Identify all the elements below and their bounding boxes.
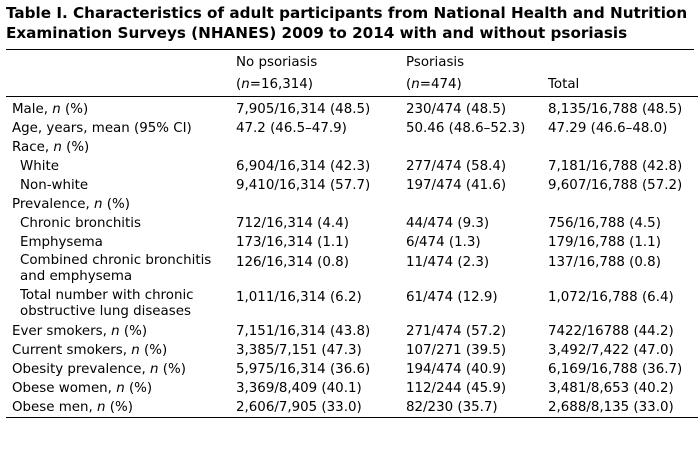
cell-total: 47.29 (46.6–48.0) (548, 121, 668, 136)
header-psoriasis: Psoriasis (406, 55, 465, 70)
cell-total (542, 138, 698, 157)
table-row: White 6,904/16,314 (42.3) 277/474 (58.4) 7,… (6, 157, 698, 176)
header-characteristic (6, 50, 230, 72)
cell-no-psoriasis (230, 138, 400, 157)
table-row: Emphysema 173/16,314 (1.1) 6/474 (1.3) 179/… (6, 233, 698, 252)
cell-no-psoriasis: 47.2 (46.5–47.9) (236, 121, 347, 136)
header-characteristic-spacer (6, 72, 230, 97)
header-no-psoriasis-n: (n=16,314) (230, 72, 400, 97)
cell-psoriasis (400, 195, 542, 214)
header-row-2: (n=16,314) (n=474) Total (6, 72, 698, 97)
table-row: Age, years, mean (95% CI) 47.2 (46.5–47.9… (6, 119, 698, 138)
cell-no-psoriasis: 126/16,314 (0.8) (236, 255, 349, 270)
header-no-psoriasis: No psoriasis (236, 55, 318, 70)
table-header: No psoriasis Psoriasis (n=16,314) (n=474… (6, 50, 698, 97)
cell-no-psoriasis (230, 195, 400, 214)
header-total: Total (542, 72, 698, 97)
table-title-line-2: Examination Surveys (NHANES) 2009 to 201… (6, 24, 628, 42)
cell-psoriasis: 112/244 (45.9) (406, 381, 507, 396)
cell-psoriasis: 82/230 (35.7) (400, 398, 542, 418)
cell-psoriasis: 50.46 (48.6–52.3) (406, 121, 526, 136)
cell-total: 9,607/16,788 (57.2) (548, 178, 683, 193)
table-row: Obese men, n (%) 2,606/7,905 (33.0) 82/230… (6, 398, 698, 418)
cell-no-psoriasis: 7,151/16,314 (43.8) (236, 324, 371, 339)
row-label: Obese men, n (%) (6, 398, 230, 418)
table-title: Table I. Characteristics of adult partic… (6, 0, 694, 43)
table-row: Current smokers, n (%) 3,385/7,151 (47.3)… (6, 341, 698, 360)
cell-psoriasis: 194/474 (40.9) (406, 362, 507, 377)
row-label: Obesity prevalence, n (%) (12, 362, 186, 377)
cell-total: 1,072/16,788 (6.4) (548, 290, 674, 305)
cell-no-psoriasis: 7,905/16,314 (48.5) (236, 102, 371, 117)
cell-no-psoriasis: 1,011/16,314 (6.2) (236, 290, 362, 305)
cell-no-psoriasis: 173/16,314 (1.1) (236, 235, 349, 250)
cell-psoriasis: 44/474 (9.3) (406, 216, 490, 231)
row-label: Male, n (%) (12, 102, 89, 117)
cell-no-psoriasis: 3,385/7,151 (47.3) (236, 343, 362, 358)
cell-total: 6,169/16,788 (36.7) (548, 362, 683, 377)
row-label: Current smokers, n (%) (12, 343, 168, 358)
cell-total: 137/16,788 (0.8) (548, 255, 661, 270)
table-row: Ever smokers, n (%) 7,151/16,314 (43.8) 27… (6, 322, 698, 341)
row-label: White (20, 159, 59, 174)
cell-total: 2,688/8,135 (33.0) (542, 398, 698, 418)
table-row: Non-white 9,410/16,314 (57.7) 197/474 (41.… (6, 176, 698, 195)
characteristics-table: No psoriasis Psoriasis (n=16,314) (n=474… (6, 50, 698, 418)
table-row: Obesity prevalence, n (%) 5,975/16,314 (3… (6, 360, 698, 379)
row-label: Prevalence, n (%) (12, 197, 130, 212)
cell-psoriasis: 11/474 (2.3) (406, 255, 490, 270)
row-label: Combined chronic bronchitis and emphysem… (20, 253, 212, 284)
table-row: Male, n (%) 7,905/16,314 (48.5) 230/474 (4… (6, 97, 698, 120)
row-label: Race, n (%) (12, 140, 90, 155)
cell-total: 8,135/16,788 (48.5) (548, 102, 683, 117)
table-row: Prevalence, n (%) (6, 195, 698, 214)
cell-psoriasis (400, 138, 542, 157)
cell-no-psoriasis: 5,975/16,314 (36.6) (236, 362, 371, 377)
cell-no-psoriasis: 712/16,314 (4.4) (236, 216, 349, 231)
table-row: Race, n (%) (6, 138, 698, 157)
cell-no-psoriasis: 3,369/8,409 (40.1) (236, 381, 362, 396)
cell-total: 3,492/7,422 (47.0) (548, 343, 674, 358)
cell-psoriasis: 277/474 (58.4) (406, 159, 507, 174)
table-row: Chronic bronchitis 712/16,314 (4.4) 44/474… (6, 214, 698, 233)
cell-no-psoriasis: 9,410/16,314 (57.7) (236, 178, 371, 193)
table-body: Male, n (%) 7,905/16,314 (48.5) 230/474 (4… (6, 97, 698, 418)
row-label: Non-white (20, 178, 89, 193)
row-label: Emphysema (20, 235, 103, 250)
row-label: Age, years, mean (95% CI) (12, 121, 192, 136)
cell-total: 756/16,788 (4.5) (548, 216, 661, 231)
cell-psoriasis: 230/474 (48.5) (406, 102, 507, 117)
cell-psoriasis: 61/474 (12.9) (406, 290, 498, 305)
row-label: Obese women, n (%) (12, 381, 153, 396)
cell-no-psoriasis: 2,606/7,905 (33.0) (230, 398, 400, 418)
top-rule (6, 49, 694, 50)
row-label: Total number with chronic obstructive lu… (20, 288, 194, 319)
table-title-line-1: Table I. Characteristics of adult partic… (6, 4, 688, 22)
cell-total (542, 195, 698, 214)
cell-total: 3,481/8,653 (40.2) (548, 381, 674, 396)
cell-total: 179/16,788 (1.1) (548, 235, 661, 250)
header-row-1: No psoriasis Psoriasis (6, 50, 698, 72)
cell-psoriasis: 271/474 (57.2) (406, 324, 507, 339)
table-row: Obese women, n (%) 3,369/8,409 (40.1) 112/… (6, 379, 698, 398)
cell-no-psoriasis: 6,904/16,314 (42.3) (236, 159, 371, 174)
cell-psoriasis: 197/474 (41.6) (406, 178, 507, 193)
cell-total: 7,181/16,788 (42.8) (548, 159, 683, 174)
row-label: Ever smokers, n (%) (12, 324, 148, 339)
header-psoriasis-n: (n=474) (400, 72, 542, 97)
table-row: Combined chronic bronchitis and emphysem… (6, 252, 698, 287)
cell-psoriasis: 107/271 (39.5) (406, 343, 507, 358)
row-label: Chronic bronchitis (20, 216, 141, 231)
table-row: Total number with chronic obstructive lu… (6, 287, 698, 322)
cell-total: 7422/16788 (44.2) (548, 324, 674, 339)
header-total-spacer (542, 50, 698, 72)
cell-psoriasis: 6/474 (1.3) (406, 235, 481, 250)
